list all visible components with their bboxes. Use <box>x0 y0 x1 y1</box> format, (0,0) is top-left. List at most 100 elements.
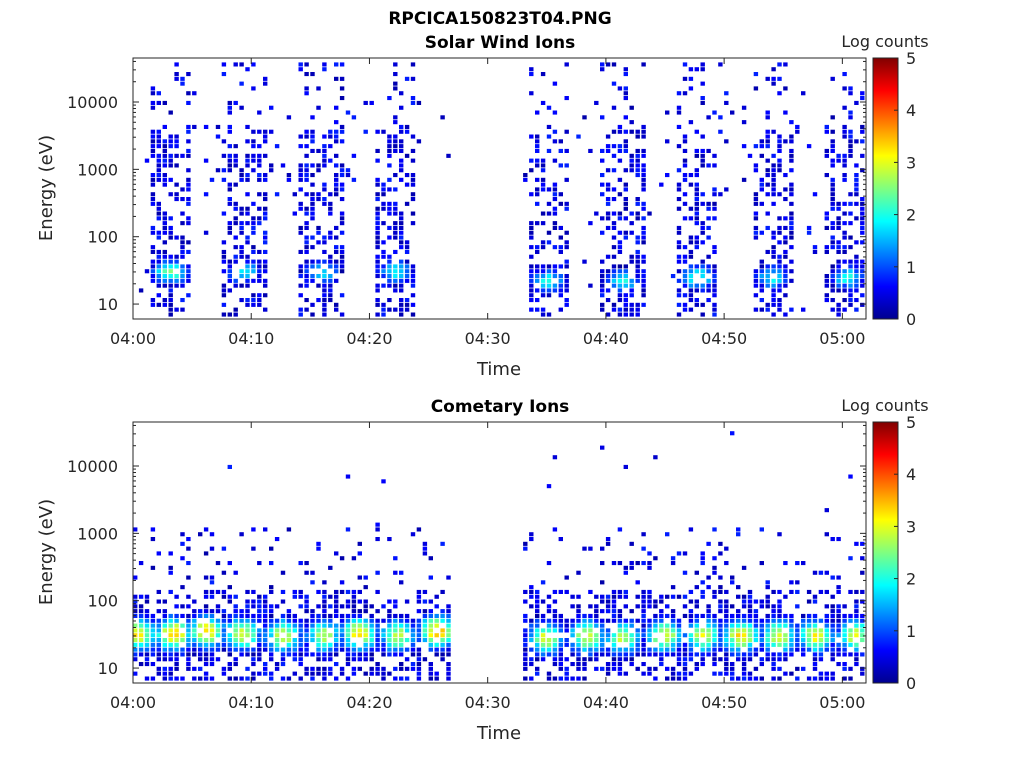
spectrogram-cell <box>310 197 315 202</box>
spectrogram-cell <box>186 264 191 269</box>
spectrogram-cell <box>558 652 563 657</box>
spectrogram-cell <box>369 628 374 633</box>
spectrogram-cell <box>629 652 634 657</box>
spectrogram-cell <box>552 245 558 250</box>
spectrogram-cell <box>564 62 569 67</box>
spectrogram-cell <box>600 642 605 647</box>
spectrogram-cell <box>174 274 179 279</box>
spectrogram-cell <box>162 148 167 153</box>
spectrogram-cell <box>842 666 847 671</box>
spectrogram-cell <box>245 163 250 168</box>
spectrogram-cell <box>546 230 552 235</box>
spectrogram-cell <box>659 618 664 623</box>
spectrogram-cell <box>257 302 262 307</box>
spectrogram-cell <box>245 298 250 303</box>
spectrogram-cell <box>316 283 321 288</box>
spectrogram-cell <box>387 537 392 542</box>
spectrogram-cell <box>806 628 812 633</box>
spectrogram-cell <box>168 623 173 628</box>
spectrogram-cell <box>345 628 351 633</box>
spectrogram-cell <box>771 638 776 643</box>
spectrogram-cell <box>174 647 179 652</box>
spectrogram-cell <box>783 274 788 279</box>
spectrogram-cell <box>765 580 770 585</box>
spectrogram-cell <box>635 211 640 216</box>
spectrogram-cell <box>600 633 605 638</box>
x-tick-label: 04:30 <box>465 693 511 712</box>
spectrogram-cell <box>682 148 688 153</box>
spectrogram-cell <box>269 618 274 623</box>
spectrogram-cell <box>848 642 853 647</box>
spectrogram-cell <box>741 177 747 182</box>
spectrogram-cell <box>783 657 788 662</box>
spectrogram-cell <box>239 618 244 623</box>
spectrogram-cell <box>428 628 433 633</box>
spectrogram-cell <box>789 216 794 221</box>
spectrogram-cell <box>836 302 841 307</box>
spectrogram-cell <box>765 657 770 662</box>
spectrogram-cell <box>345 642 351 647</box>
spectrogram-cell <box>399 623 404 628</box>
spectrogram-cell <box>605 168 611 173</box>
spectrogram-cell <box>747 676 753 681</box>
spectrogram-cell <box>328 230 333 235</box>
spectrogram-cell <box>203 628 209 633</box>
spectrogram-cell <box>150 537 156 542</box>
colorbar-tick-label: 0 <box>906 674 916 693</box>
spectrogram-cell <box>162 221 167 226</box>
spectrogram-cell <box>706 628 711 633</box>
spectrogram-cell <box>399 618 404 623</box>
spectrogram-cell <box>286 613 292 618</box>
spectrogram-cell <box>594 647 599 652</box>
spectrogram-cell <box>393 570 398 575</box>
spectrogram-cell <box>706 254 711 259</box>
spectrogram-cell <box>765 623 770 628</box>
spectrogram-cell <box>682 613 688 618</box>
spectrogram-cell <box>322 158 327 163</box>
spectrogram-cell <box>263 662 268 667</box>
spectrogram-cell <box>724 666 729 671</box>
spectrogram-cell <box>535 139 540 144</box>
spectrogram-cell <box>387 187 392 192</box>
spectrogram-cell <box>848 556 853 561</box>
spectrogram-cell <box>304 618 309 623</box>
spectrogram-cell <box>564 96 569 101</box>
spectrogram-cell <box>783 613 788 618</box>
spectrogram-cell <box>836 245 841 250</box>
spectrogram-cell <box>611 647 617 652</box>
spectrogram-cell <box>623 206 628 211</box>
spectrogram-cell <box>245 666 250 671</box>
spectrogram-cell <box>783 240 788 245</box>
spectrogram-cell <box>192 628 197 633</box>
spectrogram-cell <box>221 153 227 158</box>
spectrogram-cell <box>540 293 546 298</box>
spectrogram-cell <box>387 274 392 279</box>
spectrogram-cell <box>227 676 232 681</box>
spectrogram-cell <box>393 230 398 235</box>
spectrogram-cell <box>304 609 309 614</box>
spectrogram-cell <box>576 623 581 628</box>
spectrogram-cell <box>647 623 652 628</box>
spectrogram-cell <box>629 293 634 298</box>
spectrogram-cell <box>245 652 250 657</box>
spectrogram-cell <box>659 662 664 667</box>
spectrogram-cell <box>523 652 528 657</box>
spectrogram-cell <box>286 628 292 633</box>
spectrogram-cell <box>688 647 694 652</box>
spectrogram-cell <box>576 662 581 667</box>
spectrogram-cell <box>304 206 309 211</box>
spectrogram-cell <box>162 259 167 264</box>
spectrogram-cell <box>434 618 439 623</box>
spectrogram-cell <box>339 666 345 671</box>
spectrogram-cell <box>700 561 705 566</box>
spectrogram-cell <box>192 618 197 623</box>
spectrogram-cell <box>523 647 528 652</box>
spectrogram-cell <box>529 633 534 638</box>
spectrogram-cell <box>741 565 747 570</box>
spectrogram-cell <box>806 589 812 594</box>
spectrogram-cell <box>611 283 617 288</box>
spectrogram-cell <box>605 638 611 643</box>
spectrogram-cell <box>718 623 723 628</box>
spectrogram-cell <box>688 638 694 643</box>
spectrogram-cell <box>150 623 156 628</box>
